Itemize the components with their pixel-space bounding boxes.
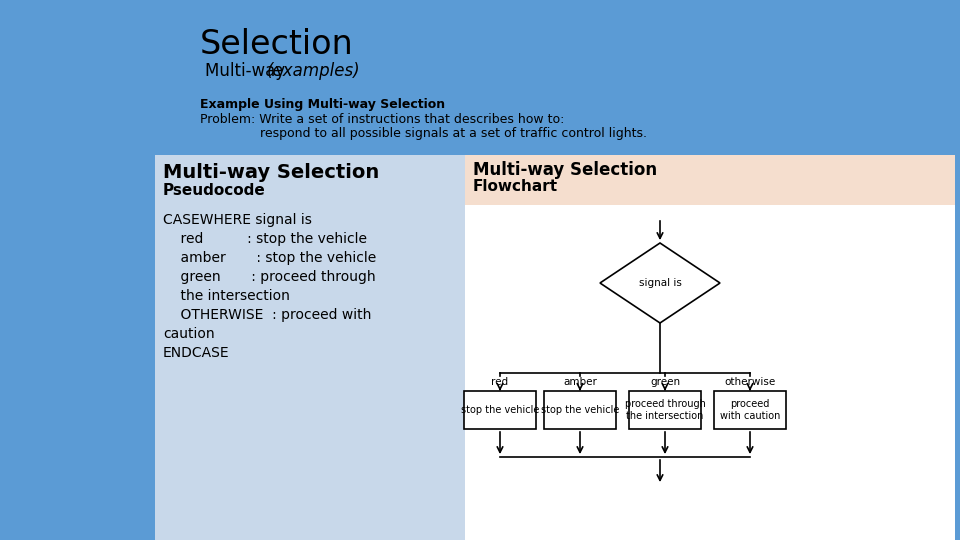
Text: CASEWHERE signal is: CASEWHERE signal is	[163, 213, 312, 227]
Text: respond to all possible signals at a set of traffic control lights.: respond to all possible signals at a set…	[260, 127, 647, 140]
Polygon shape	[600, 243, 720, 323]
Bar	[714, 391, 786, 429]
Text: green       : proceed through: green : proceed through	[163, 270, 375, 284]
Text: Multi-way Selection: Multi-way Selection	[163, 163, 379, 182]
Text: amber       : stop the vehicle: amber : stop the vehicle	[163, 251, 376, 265]
Text: stop the vehicle: stop the vehicle	[461, 405, 540, 415]
Bar	[155, 155, 465, 540]
Text: Flowchart: Flowchart	[473, 179, 558, 194]
Text: signal is: signal is	[638, 278, 682, 288]
Text: caution: caution	[163, 327, 215, 341]
Text: ENDCASE: ENDCASE	[163, 346, 229, 360]
Text: red          : stop the vehicle: red : stop the vehicle	[163, 232, 367, 246]
Text: (examples): (examples)	[267, 62, 361, 80]
Text: the intersection: the intersection	[163, 289, 290, 303]
Text: proceed through
the intersection: proceed through the intersection	[625, 399, 706, 421]
Bar	[465, 155, 955, 540]
Text: Problem: Write a set of instructions that describes how to:: Problem: Write a set of instructions tha…	[200, 113, 564, 126]
Text: red: red	[492, 377, 509, 387]
Text: amber: amber	[564, 377, 597, 387]
Text: Multi-way Selection: Multi-way Selection	[473, 161, 658, 179]
Bar	[464, 391, 536, 429]
Text: OTHERWISE  : proceed with: OTHERWISE : proceed with	[163, 308, 372, 322]
Text: green: green	[650, 377, 680, 387]
Text: Pseudocode: Pseudocode	[163, 183, 266, 198]
Bar	[465, 205, 955, 540]
Text: Selection: Selection	[200, 28, 353, 61]
Text: proceed
with caution: proceed with caution	[720, 399, 780, 421]
Text: stop the vehicle: stop the vehicle	[540, 405, 619, 415]
Text: Multi-way: Multi-way	[205, 62, 290, 80]
Bar	[629, 391, 701, 429]
Text: Example Using Multi-way Selection: Example Using Multi-way Selection	[200, 98, 445, 111]
Bar	[544, 391, 616, 429]
Text: otherwise: otherwise	[725, 377, 776, 387]
